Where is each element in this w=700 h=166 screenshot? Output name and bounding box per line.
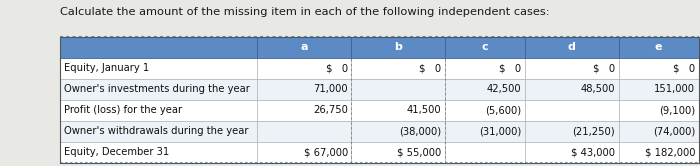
Text: $   0: $ 0 xyxy=(419,63,442,73)
Bar xyxy=(258,58,351,79)
Text: $   0: $ 0 xyxy=(593,63,615,73)
Text: c: c xyxy=(482,42,489,52)
Bar xyxy=(619,58,699,79)
Bar xyxy=(445,79,525,100)
Text: (5,600): (5,600) xyxy=(485,105,522,115)
Bar xyxy=(351,58,445,79)
Bar xyxy=(525,37,619,58)
Bar xyxy=(351,142,445,163)
Text: a: a xyxy=(300,42,308,52)
Bar xyxy=(351,37,445,58)
Text: b: b xyxy=(394,42,402,52)
Bar xyxy=(619,121,699,142)
Bar xyxy=(619,100,699,121)
Text: $ 182,000: $ 182,000 xyxy=(645,147,695,157)
Text: $   0: $ 0 xyxy=(499,63,522,73)
Bar xyxy=(445,58,525,79)
Text: (31,000): (31,000) xyxy=(480,126,522,136)
Bar xyxy=(525,100,619,121)
Bar xyxy=(258,100,351,121)
Bar xyxy=(525,121,619,142)
Bar xyxy=(445,121,525,142)
Text: (38,000): (38,000) xyxy=(400,126,442,136)
Bar xyxy=(619,37,699,58)
Bar xyxy=(351,79,445,100)
Text: $ 67,000: $ 67,000 xyxy=(304,147,348,157)
Bar xyxy=(60,37,699,163)
Bar xyxy=(258,79,351,100)
Bar xyxy=(525,58,619,79)
Bar xyxy=(619,79,699,100)
Text: $ 43,000: $ 43,000 xyxy=(571,147,615,157)
Text: Profit (loss) for the year: Profit (loss) for the year xyxy=(64,105,182,115)
Text: 48,500: 48,500 xyxy=(581,84,615,94)
Bar xyxy=(258,121,351,142)
Text: Equity, December 31: Equity, December 31 xyxy=(64,147,169,157)
Text: 71,000: 71,000 xyxy=(313,84,348,94)
Bar xyxy=(619,142,699,163)
Text: d: d xyxy=(568,42,576,52)
Bar xyxy=(60,79,258,100)
Bar xyxy=(60,100,258,121)
Text: 26,750: 26,750 xyxy=(313,105,348,115)
Text: Equity, January 1: Equity, January 1 xyxy=(64,63,149,73)
Bar xyxy=(525,142,619,163)
Text: $ 55,000: $ 55,000 xyxy=(398,147,442,157)
Bar xyxy=(351,100,445,121)
Bar xyxy=(60,142,258,163)
Text: (74,000): (74,000) xyxy=(653,126,695,136)
Text: (9,100): (9,100) xyxy=(659,105,695,115)
Bar xyxy=(60,121,258,142)
Text: Calculate the amount of the missing item in each of the following independent ca: Calculate the amount of the missing item… xyxy=(60,7,549,17)
Bar xyxy=(258,142,351,163)
Text: 41,500: 41,500 xyxy=(407,105,442,115)
Bar xyxy=(351,121,445,142)
Text: 151,000: 151,000 xyxy=(654,84,695,94)
Bar xyxy=(525,79,619,100)
Text: $   0: $ 0 xyxy=(673,63,695,73)
Bar xyxy=(445,100,525,121)
Text: Owner's investments during the year: Owner's investments during the year xyxy=(64,84,250,94)
Text: Owner's withdrawals during the year: Owner's withdrawals during the year xyxy=(64,126,248,136)
Text: $   0: $ 0 xyxy=(326,63,348,73)
Text: (21,250): (21,250) xyxy=(573,126,615,136)
Bar xyxy=(445,37,525,58)
Bar xyxy=(258,37,351,58)
Bar xyxy=(445,142,525,163)
Text: e: e xyxy=(655,42,662,52)
Bar xyxy=(60,37,258,58)
Text: 42,500: 42,500 xyxy=(486,84,522,94)
Bar xyxy=(60,58,258,79)
